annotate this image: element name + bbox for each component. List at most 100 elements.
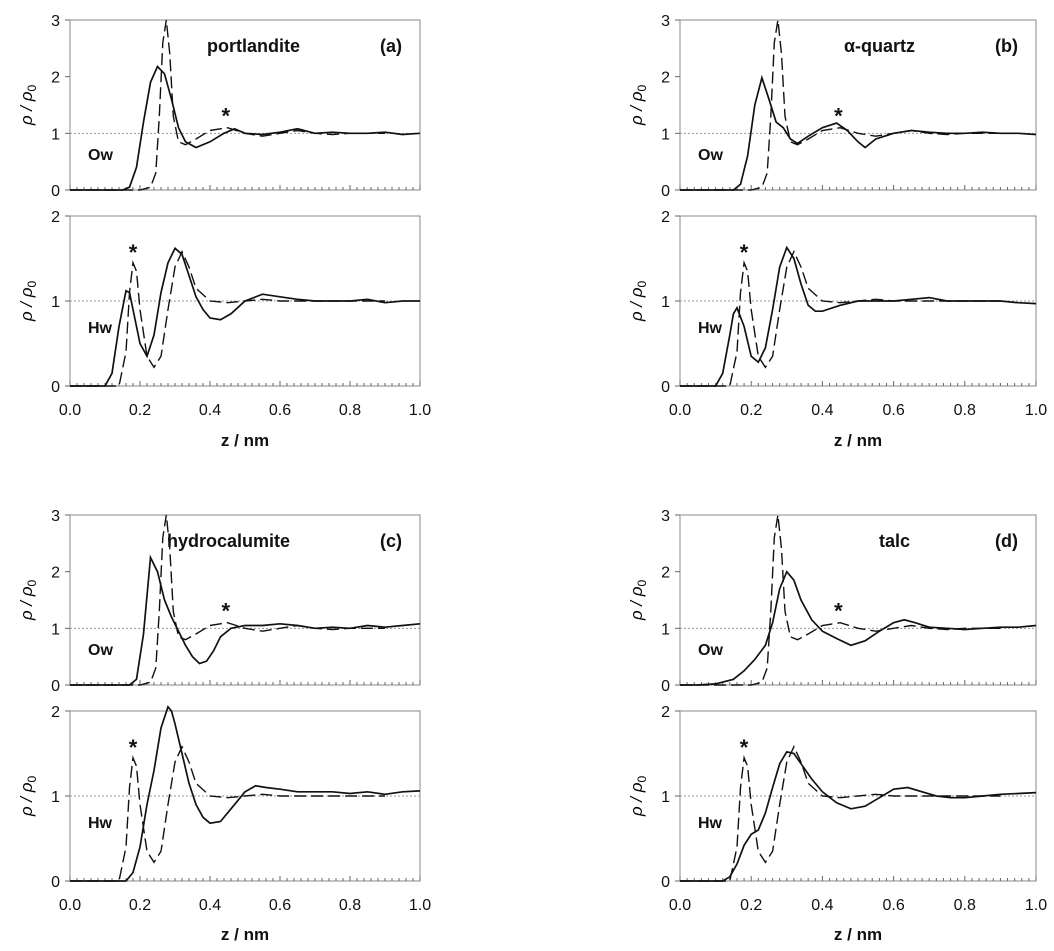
panel-label: (d)	[995, 531, 1018, 551]
series-line-dashed	[680, 745, 1001, 882]
x-tick-label: 0.4	[199, 897, 221, 914]
y-tick-label: 2	[661, 704, 670, 721]
series-line-dashed	[680, 514, 1001, 686]
star-marker: *	[740, 735, 749, 760]
x-tick-label: 0.2	[740, 402, 762, 419]
y-tick-label: 0	[51, 379, 60, 396]
series-line-solid	[70, 705, 421, 882]
y-tick-label: 0	[51, 874, 60, 891]
x-tick-label: 1.0	[409, 897, 431, 914]
y-tick-label: 2	[661, 209, 670, 226]
y-tick-label: 2	[51, 70, 60, 87]
y-tick-label: 1	[661, 621, 670, 638]
y-tick-label: 2	[661, 70, 670, 87]
species-label: Ow	[698, 147, 723, 164]
star-marker: *	[129, 240, 138, 265]
y-tick-label: 0	[51, 183, 60, 200]
x-tick-label: 1.0	[1025, 402, 1047, 419]
x-tick-label: 0.8	[339, 402, 361, 419]
star-marker: *	[740, 240, 749, 265]
y-tick-label: 3	[661, 13, 670, 30]
x-tick-label: 0.0	[669, 402, 691, 419]
material-name: talc	[879, 531, 910, 551]
x-axis-label: z / nm	[221, 431, 269, 450]
series-line-solid	[680, 245, 1037, 387]
y-axis-label: ρ / ρ0	[17, 776, 39, 818]
y-tick-label: 1	[661, 789, 670, 806]
series-line-solid	[70, 554, 421, 686]
x-tick-label: 0.4	[811, 897, 833, 914]
y-axis-label-text: ρ / ρ0	[17, 85, 39, 127]
star-marker: *	[129, 735, 138, 760]
y-axis-label: ρ / ρ0	[17, 281, 39, 323]
y-axis-label-text: ρ / ρ0	[627, 85, 649, 127]
x-tick-label: 0.0	[59, 402, 81, 419]
series-line-dashed	[70, 250, 385, 387]
y-tick-label: 2	[51, 209, 60, 226]
y-tick-label: 3	[51, 508, 60, 525]
y-tick-label: 1	[51, 294, 60, 311]
x-axis-label: z / nm	[834, 925, 882, 944]
subplot-ow: 0 1 2 3 ρ / ρ0 Ow *	[17, 508, 421, 695]
x-axis-label: z / nm	[834, 431, 882, 450]
panel-label: (a)	[380, 36, 402, 56]
series-line-dashed	[70, 514, 385, 686]
subplot-ow: 0 1 2 3 ρ / ρ0 Ow *	[627, 13, 1037, 200]
y-axis-label: ρ / ρ0	[627, 776, 649, 818]
x-tick-label: 0.0	[59, 897, 81, 914]
y-axis-label: ρ / ρ0	[17, 580, 39, 622]
x-tick-label: 0.6	[882, 402, 904, 419]
species-label: Hw	[698, 815, 723, 832]
y-tick-label: 0	[661, 183, 670, 200]
y-axis-label: ρ / ρ0	[627, 580, 649, 622]
species-label: Ow	[88, 147, 113, 164]
y-axis-label: ρ / ρ0	[17, 85, 39, 127]
y-axis-label: ρ / ρ0	[627, 85, 649, 127]
y-axis-label-text: ρ / ρ0	[627, 776, 649, 818]
x-tick-label: 1.0	[409, 402, 431, 419]
panel-label: (b)	[995, 36, 1018, 56]
subplot-ow: 0 1 2 3 ρ / ρ0 Ow *	[627, 508, 1037, 695]
x-tick-label: 0.8	[954, 402, 976, 419]
x-tick-label: 0.0	[669, 897, 691, 914]
y-axis-label-text: ρ / ρ0	[17, 776, 39, 818]
x-tick-label: 0.6	[269, 897, 291, 914]
y-axis-label-text: ρ / ρ0	[627, 281, 649, 323]
species-label: Hw	[88, 320, 113, 337]
x-tick-label: 0.2	[740, 897, 762, 914]
y-tick-label: 3	[51, 13, 60, 30]
y-axis-label-text: ρ / ρ0	[17, 281, 39, 323]
material-name: α-quartz	[844, 36, 915, 56]
subplot-hw: 0 1 2 ρ / ρ0 Hw *	[627, 704, 1037, 891]
panel-3: 0 1 2 3 ρ / ρ0 Ow * 0 1 2 ρ / ρ0 Hw * hydrocalumite (c…	[17, 508, 431, 944]
species-label: Hw	[698, 320, 723, 337]
series-line-solid	[70, 64, 421, 191]
y-tick-label: 1	[51, 126, 60, 143]
star-marker: *	[221, 599, 230, 624]
y-axis-label: ρ / ρ0	[627, 281, 649, 323]
series-line-dashed	[70, 19, 385, 191]
star-marker: *	[221, 104, 230, 129]
species-label: Ow	[698, 642, 723, 659]
y-tick-label: 0	[661, 874, 670, 891]
series-line-dashed	[70, 745, 385, 882]
subplot-hw: 0 1 2 ρ / ρ0 Hw *	[17, 209, 421, 396]
x-tick-label: 1.0	[1025, 897, 1047, 914]
y-tick-label: 1	[51, 621, 60, 638]
y-tick-label: 2	[51, 704, 60, 721]
y-tick-label: 2	[51, 565, 60, 582]
star-marker: *	[834, 599, 843, 624]
x-tick-label: 0.2	[129, 402, 151, 419]
series-line-solid	[70, 246, 420, 387]
x-tick-label: 0.4	[811, 402, 833, 419]
series-line-solid	[680, 750, 1037, 882]
panel-2: 0 1 2 3 ρ / ρ0 Ow * 0 1 2 ρ / ρ0 Hw * α-quartz (b) 0.0 0…	[627, 13, 1047, 450]
x-tick-label: 0.8	[954, 897, 976, 914]
y-axis-label-text: ρ / ρ0	[17, 580, 39, 622]
material-name: hydrocalumite	[167, 531, 290, 551]
x-tick-label: 0.2	[129, 897, 151, 914]
species-label: Hw	[88, 815, 113, 832]
